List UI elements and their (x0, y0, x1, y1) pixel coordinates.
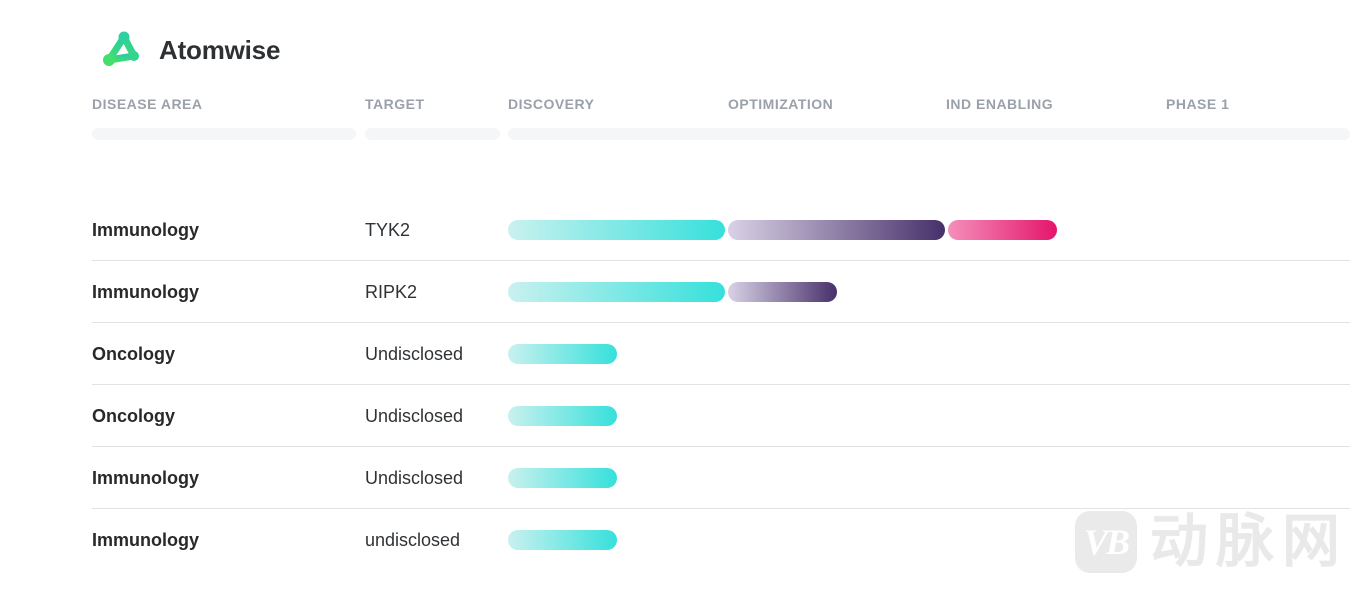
column-header-disease-area: DISEASE AREA (92, 96, 203, 112)
disease-area-label: Oncology (92, 405, 176, 426)
stage-bar-discovery (508, 468, 617, 488)
stage-bar-discovery (508, 530, 617, 550)
column-header-target: TARGET (365, 96, 425, 112)
progress-bars (508, 282, 1350, 302)
progress-bars (508, 406, 1350, 426)
row-divider (92, 260, 1350, 261)
pipeline-row: Immunology Undisclosed (0, 447, 1350, 509)
target-label: Undisclosed (365, 405, 464, 426)
progress-bars (508, 468, 1350, 488)
brand-logo[interactable]: Atomwise (100, 29, 280, 71)
stage-bar-discovery (508, 220, 725, 240)
progress-bars (508, 220, 1350, 240)
brand-wordmark: Atomwise (159, 34, 281, 65)
disease-area-label: Immunology (92, 281, 199, 302)
header-pill-disease-area (92, 128, 356, 140)
row-divider (92, 508, 1350, 509)
header-pill-target (365, 128, 500, 140)
disease-area-label: Oncology (92, 343, 176, 364)
target-label: Undisclosed (365, 467, 464, 488)
column-header-optimization: OPTIMIZATION (728, 96, 834, 112)
vcbeat-site-name: 动脉网 (1149, 509, 1348, 574)
target-label: undisclosed (365, 529, 461, 550)
vcbeat-vb-logo-icon: VB (1074, 511, 1137, 573)
column-header-phase-1: PHASE 1 (1166, 96, 1230, 112)
pipeline-row: Oncology Undisclosed (0, 385, 1350, 447)
target-label: Undisclosed (365, 343, 464, 364)
column-header-ind-enabling: IND ENABLING (946, 96, 1054, 112)
pipeline-row: Immunology TYK2 (0, 199, 1350, 261)
target-label: TYK2 (365, 219, 411, 240)
pipeline-row: Oncology Undisclosed (0, 323, 1350, 385)
stage-bar-ind_enabling (948, 220, 1057, 240)
stage-bar-discovery (508, 282, 725, 302)
progress-bars (508, 530, 1350, 550)
disease-area-label: Immunology (92, 529, 199, 550)
disease-area-label: Immunology (92, 219, 199, 240)
stage-bar-discovery (508, 406, 617, 426)
stage-bar-optimization (728, 282, 837, 302)
header-pill-stages (508, 128, 1350, 140)
target-label: RIPK2 (365, 281, 418, 302)
progress-bars (508, 344, 1350, 364)
row-divider (92, 384, 1350, 385)
atomwise-triangle-molecule-icon (100, 29, 142, 71)
pipeline-row: Immunology undisclosed (0, 509, 1350, 571)
stage-bar-discovery (508, 344, 617, 364)
row-divider (92, 446, 1350, 447)
pipeline-row: Immunology RIPK2 (0, 261, 1350, 323)
row-divider (92, 322, 1350, 323)
stage-bar-optimization (728, 220, 945, 240)
vcbeat-watermark: VB 动脉网 (1074, 509, 1348, 574)
column-header-discovery: DISCOVERY (508, 96, 595, 112)
disease-area-label: Immunology (92, 467, 199, 488)
